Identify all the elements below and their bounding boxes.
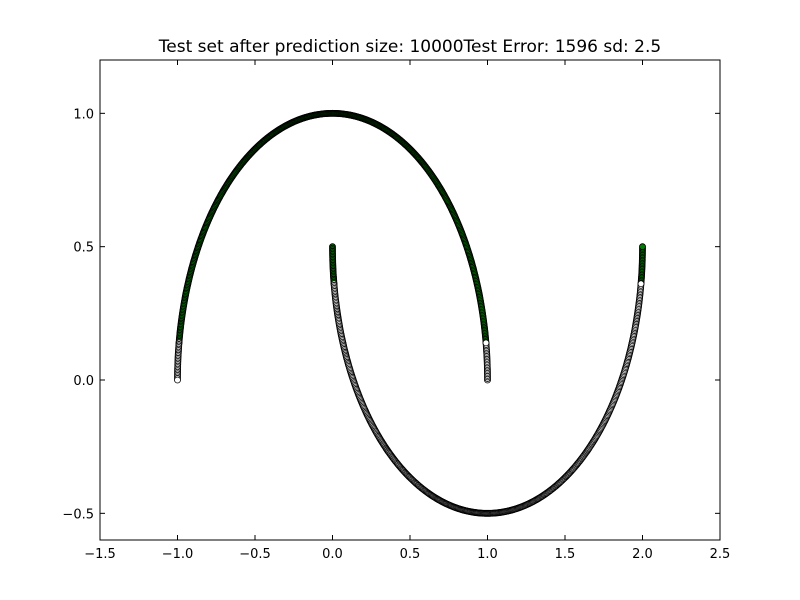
x-axis: −1.5 −1.0 −0.5 0.0 0.5 1.0 1.5 2.0 2.5 bbox=[84, 60, 730, 562]
x-tick-label: 2.0 bbox=[632, 547, 653, 562]
data-point bbox=[174, 376, 181, 384]
x-tick-label: 0.0 bbox=[322, 547, 343, 562]
y-tick-label: 0.0 bbox=[73, 374, 94, 389]
x-tick-label: 1.0 bbox=[477, 547, 498, 562]
y-tick-label: 1.0 bbox=[73, 107, 94, 122]
y-tick-label: 0.5 bbox=[73, 241, 94, 256]
x-tick-label: −0.5 bbox=[239, 547, 271, 562]
x-tick-label: 1.5 bbox=[555, 547, 576, 562]
x-tick-label: 0.5 bbox=[400, 547, 421, 562]
x-tick-label: −1.0 bbox=[162, 547, 194, 562]
data-point bbox=[482, 339, 490, 347]
data-point bbox=[639, 243, 646, 251]
x-tick-label: −1.5 bbox=[84, 547, 116, 562]
y-tick-label: −0.5 bbox=[62, 507, 94, 522]
x-tick-label: 2.5 bbox=[710, 547, 731, 562]
points-layer bbox=[174, 109, 646, 517]
y-axis: −0.5 0.0 0.5 1.0 bbox=[62, 107, 720, 522]
data-point bbox=[637, 280, 645, 288]
plot-frame bbox=[99, 59, 721, 541]
chart-title: Test set after prediction size: 10000Tes… bbox=[158, 37, 661, 57]
